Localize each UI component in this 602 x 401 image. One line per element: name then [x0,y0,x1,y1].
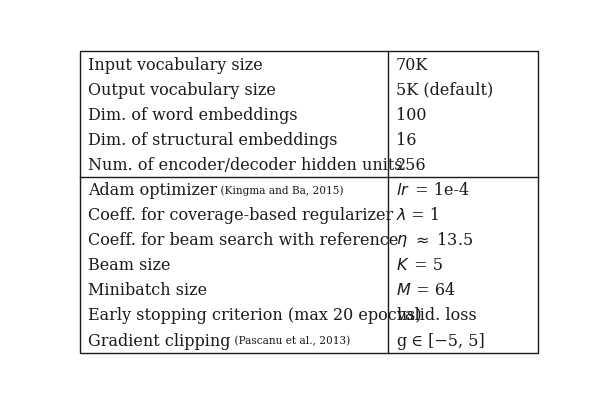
Text: = 5: = 5 [409,257,443,273]
Text: 256: 256 [396,156,426,174]
Text: Gradient clipping: Gradient clipping [88,332,231,348]
Text: (Pascanu et al., 2013): (Pascanu et al., 2013) [231,335,350,345]
Text: $M$: $M$ [396,282,411,299]
Text: Input vocabulary size: Input vocabulary size [88,57,263,73]
Text: (Kingma and Ba, 2015): (Kingma and Ba, 2015) [217,185,344,195]
Text: $\lambda$: $\lambda$ [396,207,406,223]
Text: $lr$: $lr$ [396,182,409,198]
Text: Dim. of word embeddings: Dim. of word embeddings [88,106,297,124]
Text: = 64: = 64 [411,282,455,299]
Text: ∈ [−5, 5]: ∈ [−5, 5] [406,332,485,348]
Text: Early stopping criterion (max 20 epochs): Early stopping criterion (max 20 epochs) [88,307,421,324]
Text: 70K: 70K [396,57,428,73]
Text: = 1e-4: = 1e-4 [409,182,469,198]
Text: Minibatch size: Minibatch size [88,282,207,299]
Text: valid. loss: valid. loss [396,307,477,324]
Text: Coeff. for beam search with reference: Coeff. for beam search with reference [88,231,399,249]
Text: 5K (default): 5K (default) [396,81,493,98]
Text: Beam size: Beam size [88,257,170,273]
Text: $K$: $K$ [396,257,409,273]
Text: Coeff. for coverage-based regularizer: Coeff. for coverage-based regularizer [88,207,393,223]
Text: Num. of encoder/decoder hidden units: Num. of encoder/decoder hidden units [88,156,403,174]
Text: $\eta$: $\eta$ [396,231,408,249]
Text: g: g [396,332,406,348]
Text: = 1: = 1 [406,207,440,223]
Text: Output vocabulary size: Output vocabulary size [88,81,276,98]
Text: $\approx$ 13.5: $\approx$ 13.5 [408,231,474,249]
Text: 100: 100 [396,106,426,124]
Text: Dim. of structural embeddings: Dim. of structural embeddings [88,132,338,148]
Text: 16: 16 [396,132,416,148]
Text: Adam optimizer: Adam optimizer [88,182,217,198]
